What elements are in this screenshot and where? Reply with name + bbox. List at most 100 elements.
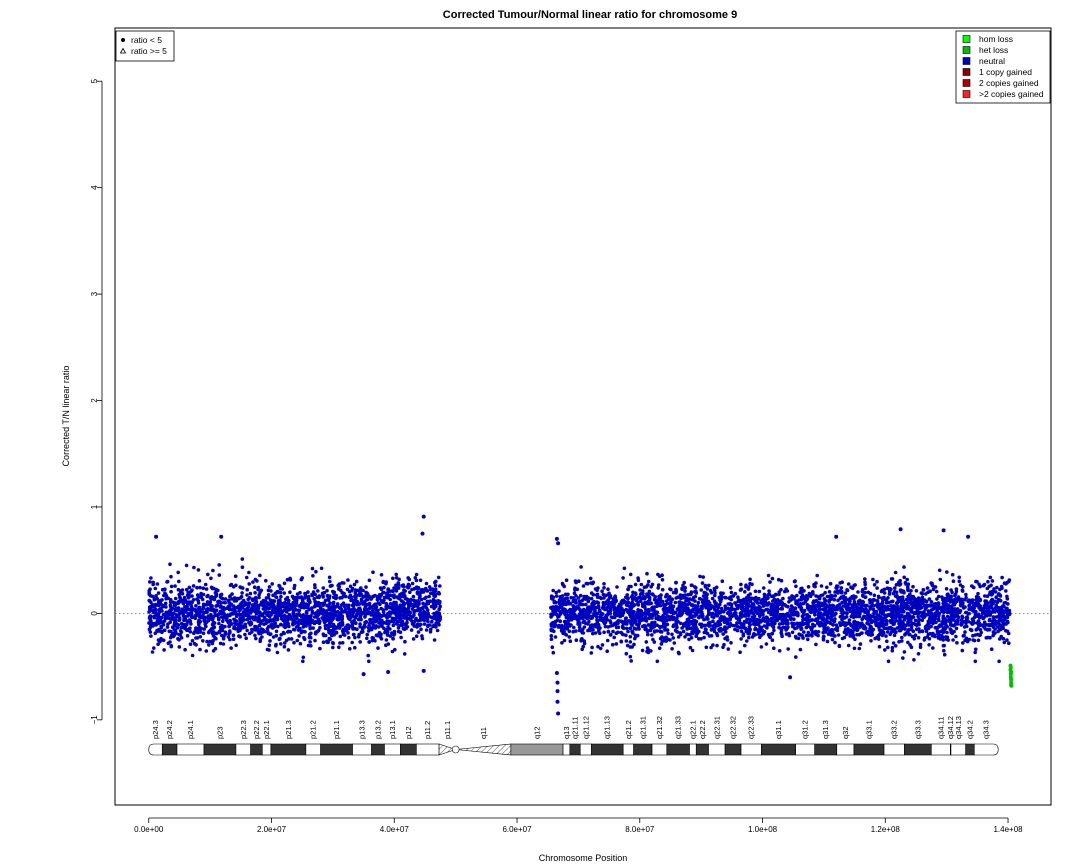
data-point-neutral bbox=[421, 590, 426, 594]
data-point-neutral bbox=[308, 640, 312, 644]
data-point-neutral bbox=[221, 597, 225, 601]
data-point-neutral bbox=[263, 605, 267, 609]
data-point-neutral bbox=[651, 637, 655, 642]
data-point-neutral bbox=[248, 591, 253, 596]
data-point-neutral bbox=[1005, 594, 1009, 599]
data-point-neutral bbox=[244, 609, 249, 614]
data-point-neutral bbox=[382, 590, 386, 595]
data-point-neutral bbox=[270, 582, 275, 586]
data-point-neutral bbox=[250, 606, 255, 610]
data-point-neutral bbox=[598, 609, 602, 613]
data-point-neutral bbox=[624, 633, 628, 637]
data-point-neutral bbox=[879, 629, 883, 634]
data-point-neutral bbox=[720, 579, 725, 583]
data-point-neutral bbox=[846, 643, 851, 648]
data-point-neutral bbox=[250, 603, 255, 608]
data-point-neutral bbox=[206, 593, 210, 598]
data-point-neutral bbox=[747, 617, 751, 621]
data-point-neutral bbox=[240, 600, 244, 605]
data-point-neutral bbox=[888, 618, 893, 623]
data-point-neutral bbox=[757, 589, 762, 594]
data-point-neutral bbox=[282, 615, 287, 620]
data-point-neutral bbox=[614, 642, 619, 646]
data-point-neutral bbox=[972, 604, 976, 608]
data-point-neutral bbox=[608, 619, 612, 623]
data-point-neutral bbox=[952, 629, 956, 634]
data-point-neutral bbox=[780, 621, 785, 626]
data-point-neutral bbox=[384, 580, 389, 584]
data-point-neutral bbox=[809, 618, 814, 622]
data-point-neutral bbox=[808, 609, 812, 614]
data-point-neutral bbox=[191, 584, 196, 588]
data-point-neutral bbox=[786, 621, 790, 626]
data-point-neutral bbox=[263, 599, 268, 603]
data-point-neutral bbox=[394, 572, 399, 577]
data-point-neutral bbox=[674, 596, 678, 600]
data-point-neutral bbox=[215, 613, 219, 618]
data-point-neutral bbox=[674, 580, 678, 585]
data-point-neutral bbox=[659, 642, 664, 646]
data-point-neutral bbox=[162, 648, 166, 652]
data-point-neutral bbox=[1004, 589, 1008, 593]
data-point-neutral bbox=[892, 589, 897, 594]
data-point-neutral bbox=[197, 579, 202, 583]
data-point-neutral bbox=[386, 595, 391, 600]
data-point-neutral bbox=[346, 605, 351, 609]
data-point-neutral bbox=[430, 587, 435, 591]
data-point-neutral bbox=[303, 591, 307, 596]
data-point-neutral bbox=[338, 596, 342, 600]
data-point-neutral bbox=[429, 627, 433, 632]
data-point-neutral bbox=[394, 611, 398, 615]
data-point-neutral bbox=[884, 634, 888, 638]
data-point-neutral bbox=[576, 596, 581, 600]
data-point-neutral bbox=[813, 613, 817, 617]
data-point-neutral bbox=[185, 604, 189, 609]
data-point-neutral bbox=[697, 596, 702, 601]
data-point-neutral bbox=[810, 630, 815, 634]
chart-title: Corrected Tumour/Normal linear ratio for… bbox=[443, 9, 737, 21]
data-point-neutral bbox=[346, 578, 350, 582]
data-point-neutral bbox=[417, 602, 421, 606]
data-point-neutral bbox=[225, 613, 229, 618]
data-point-neutral bbox=[355, 627, 359, 631]
data-point-neutral bbox=[197, 611, 202, 615]
data-point-neutral bbox=[266, 629, 270, 634]
data-point-neutral bbox=[738, 650, 742, 654]
data-point-neutral bbox=[220, 633, 224, 638]
data-point-neutral bbox=[307, 632, 312, 637]
data-point-neutral bbox=[196, 601, 201, 605]
data-point-neutral bbox=[610, 642, 615, 647]
data-point-neutral bbox=[770, 576, 775, 581]
data-point-neutral bbox=[799, 607, 803, 612]
data-point-neutral bbox=[925, 586, 930, 590]
data-point-neutral bbox=[743, 643, 747, 648]
data-point-neutral bbox=[166, 622, 170, 626]
data-point-neutral bbox=[180, 591, 185, 596]
data-point-neutral bbox=[363, 625, 367, 629]
data-point-neutral bbox=[158, 619, 163, 623]
data-point-neutral bbox=[857, 646, 862, 651]
data-point-neutral bbox=[800, 586, 804, 591]
data-point-neutral bbox=[297, 608, 302, 613]
data-point-neutral bbox=[298, 595, 302, 600]
data-point-neutral bbox=[335, 617, 340, 622]
data-point-neutral bbox=[916, 652, 921, 656]
data-point-neutral bbox=[311, 626, 316, 630]
data-point-neutral bbox=[779, 632, 784, 637]
data-point-neutral bbox=[850, 586, 855, 591]
data-point-neutral bbox=[346, 631, 350, 635]
data-point-neutral bbox=[909, 608, 914, 613]
data-point-neutral bbox=[154, 594, 158, 598]
data-point-neutral bbox=[1005, 638, 1009, 642]
data-point-neutral bbox=[151, 580, 155, 585]
data-point-neutral bbox=[169, 589, 173, 594]
data-point-neutral bbox=[827, 590, 832, 594]
data-point-neutral bbox=[591, 592, 596, 597]
data-point-neutral bbox=[886, 659, 891, 664]
data-point-neutral bbox=[863, 590, 867, 595]
data-point-neutral bbox=[187, 585, 192, 590]
data-point-neutral bbox=[230, 622, 234, 626]
data-point-neutral bbox=[320, 591, 325, 596]
data-point-neutral bbox=[209, 576, 213, 581]
data-point-neutral bbox=[721, 591, 725, 596]
